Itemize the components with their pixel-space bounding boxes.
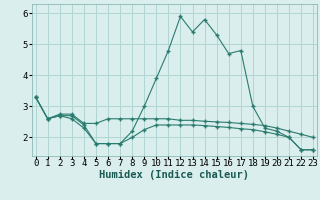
X-axis label: Humidex (Indice chaleur): Humidex (Indice chaleur) [100, 170, 249, 180]
